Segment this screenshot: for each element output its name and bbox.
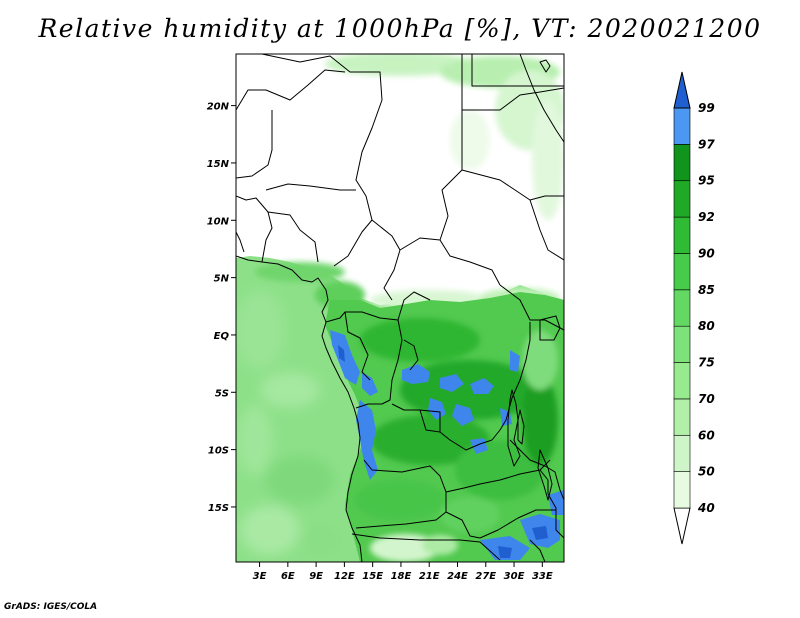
colorbar-segment xyxy=(673,216,691,254)
map-title: Relative humidity at 1000hPa [%], VT: 20… xyxy=(38,14,762,43)
colorbar-segment xyxy=(673,107,691,145)
colorbar-segment xyxy=(673,253,691,291)
colorbar-segment xyxy=(673,180,691,218)
colorbar-label: 70 xyxy=(698,392,715,406)
lon-tick-label: 6E xyxy=(281,571,295,582)
colorbar-label: 60 xyxy=(698,428,715,442)
colorbar-segment xyxy=(673,434,691,472)
lon-tick-label: 24E xyxy=(447,571,468,582)
lat-tick-label: 5N xyxy=(214,274,230,285)
lat-tick-label: 10N xyxy=(207,216,230,227)
lon-tick-label: 18E xyxy=(391,571,412,582)
north-moist-patches xyxy=(325,54,564,220)
colorbar-segment xyxy=(673,325,691,363)
lat-tick-label: 10S xyxy=(208,446,229,457)
lat-tick-label: 15S xyxy=(208,503,229,514)
colorbar-label: 40 xyxy=(697,501,715,515)
grads-credit: GrADS: IGES/COLA xyxy=(4,602,98,612)
colorbar-label: 92 xyxy=(698,210,715,224)
longitude-axis: 3E 6E 9E 12E 15E 18E 21E 24E 27E 30E 33E xyxy=(253,562,553,582)
colorbar-label: 85 xyxy=(698,283,715,297)
colorbar-segment xyxy=(673,144,691,182)
colorbar-label: 75 xyxy=(698,356,715,370)
lat-tick-label: EQ xyxy=(214,331,230,342)
lon-tick-label: 15E xyxy=(362,571,383,582)
lat-tick-label: 5S xyxy=(215,388,229,399)
country-borders xyxy=(236,54,564,562)
ocean-texture xyxy=(236,290,340,555)
latitude-axis: 20N 15N 10N 5N EQ 5S 10S 15S xyxy=(207,102,236,514)
colorbar-lower-extension xyxy=(673,507,691,545)
colorbar-segment xyxy=(673,289,691,327)
colorbar-label: 80 xyxy=(698,319,715,333)
map-frame xyxy=(235,53,565,563)
lon-tick-label: 30E xyxy=(504,571,525,582)
humidity-field xyxy=(236,54,564,562)
lon-tick-label: 33E xyxy=(532,571,553,582)
lon-tick-label: 3E xyxy=(253,571,267,582)
colorbar-segment xyxy=(673,362,691,400)
lat-tick-label: 20N xyxy=(207,102,230,113)
colorbar-label: 95 xyxy=(698,174,715,188)
colorbar-label: 90 xyxy=(698,246,715,260)
lon-tick-label: 21E xyxy=(419,571,440,582)
colorbar-segment xyxy=(673,471,691,509)
colorbar-label: 99 xyxy=(698,101,715,115)
lat-tick-label: 15N xyxy=(207,159,230,170)
lon-tick-label: 27E xyxy=(475,571,496,582)
colorbar-segment xyxy=(673,398,691,436)
saturated-cores xyxy=(338,345,548,558)
colorbar-label: 97 xyxy=(698,137,715,151)
colorbar-upper-extension xyxy=(673,71,691,109)
colorbar-label: 50 xyxy=(698,465,715,479)
colorbar: 40 50 60 70 75 80 85 90 92 95 97 99 xyxy=(673,71,715,545)
lon-tick-label: 9E xyxy=(309,571,323,582)
lon-tick-label: 12E xyxy=(334,571,355,582)
